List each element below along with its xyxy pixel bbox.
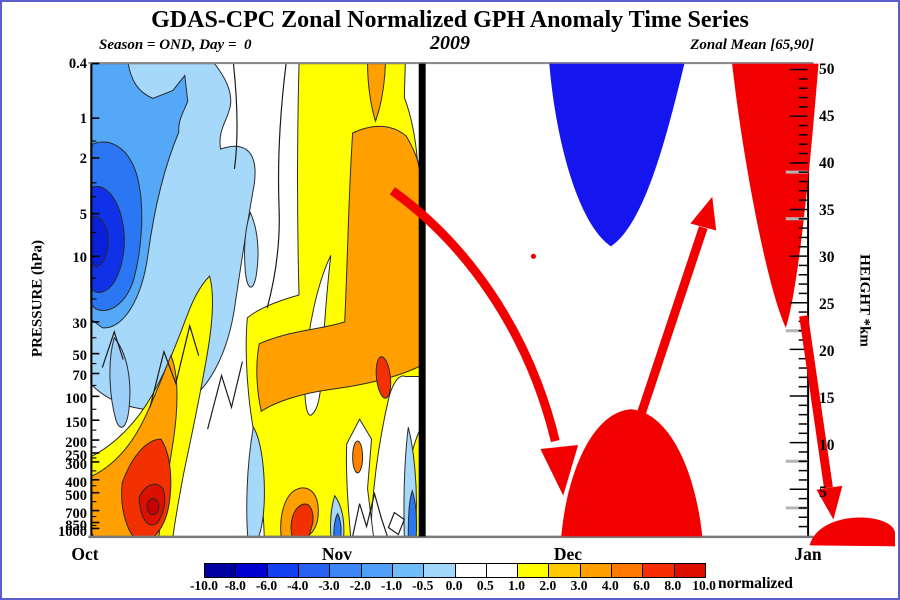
height-tick-label: 5 — [819, 483, 827, 501]
pressure-tick-label: 50 — [72, 348, 88, 364]
colorbar-edge-label: -3.0 — [318, 578, 340, 593]
pressure-tick-label: 70 — [72, 368, 88, 384]
height-tick-label: 50 — [819, 61, 835, 78]
pressure-tick-label: 5 — [79, 207, 87, 223]
annotation-arrows — [389, 187, 843, 520]
colorbar-cell — [297, 564, 330, 577]
colorbar-edge-label: -6.0 — [255, 578, 278, 593]
colorbar-edge-label: 8.0 — [664, 578, 682, 593]
pressure-tick-label: 30 — [72, 316, 88, 332]
colorbar-edge-label: 1.0 — [508, 578, 525, 593]
colorbar-edge-label: -4.0 — [287, 578, 309, 593]
pressure-tick-label: 300 — [65, 457, 87, 473]
anomaly-dot — [530, 253, 537, 259]
height-ticks — [785, 68, 808, 528]
colorbar-edge-label: 0.5 — [476, 578, 494, 593]
pressure-tick-label: 2 — [79, 151, 87, 167]
colorbar-cell — [329, 564, 361, 577]
colorbar-edge-label: 4.0 — [601, 578, 619, 593]
contour-field — [90, 63, 422, 537]
colorbar-edge-label: -2.0 — [349, 578, 371, 593]
downward-curved-arrow — [389, 187, 579, 496]
colorbar-cell — [266, 564, 298, 577]
colorbar-cell — [673, 564, 705, 577]
pressure-tick-label: 250 — [65, 448, 87, 464]
positive-anomaly-wedge — [732, 63, 819, 328]
pressure-tick-label: 1 — [79, 111, 87, 127]
height-tick-label: 15 — [819, 389, 835, 407]
pressure-tick-label: 700 — [65, 506, 87, 522]
upward-arrow — [635, 196, 717, 420]
right-edge-downward-arrow — [799, 315, 843, 520]
colorbar-edge-label: 10.0 — [692, 578, 716, 593]
page-title: GDAS-CPC Zonal Normalized GPH Anomaly Ti… — [151, 7, 749, 33]
colorbar-cell — [360, 564, 392, 577]
forecast-blobs — [530, 63, 896, 547]
height-tick-label: 45 — [819, 107, 835, 125]
day0-line — [418, 63, 426, 537]
colorbar-cell — [517, 564, 549, 577]
pressure-tick-label: 400 — [65, 475, 87, 491]
positive-anomaly-dome — [561, 409, 703, 537]
colorbar-edge-label: -8.0 — [224, 578, 246, 593]
colorbar-cell — [423, 564, 455, 577]
month-label: Nov — [321, 544, 353, 564]
negative-anomaly-blob — [549, 63, 685, 247]
colorbar — [204, 563, 706, 578]
height-tick-label: 10 — [819, 436, 835, 454]
corner-positive-blob — [809, 517, 896, 547]
pressure-tick-label: 850 — [65, 518, 87, 534]
year-label: 2009 — [430, 32, 470, 54]
colorbar-edge-label: 0.0 — [445, 578, 463, 593]
pressure-tick-label: 1000 — [58, 524, 87, 540]
colorbar-cell — [579, 564, 612, 577]
height-axis-title: HEIGHT *km — [856, 254, 873, 347]
zero-contour-lines — [101, 63, 406, 537]
colorbar-edge-label: 6.0 — [633, 578, 650, 593]
colorbar-edge-label: -10.0 — [189, 578, 219, 593]
height-tick-label: 20 — [819, 342, 835, 360]
pressure-tick-label: 200 — [65, 435, 87, 451]
colorbar-cell — [548, 564, 580, 577]
pressure-tick-label: 0.4 — [68, 56, 87, 72]
colorbar-cell — [611, 564, 643, 577]
colorbar-cell — [485, 564, 518, 577]
season-day-label: Season = OND, Day = 0 — [99, 37, 252, 53]
height-tick-label: 40 — [819, 154, 835, 172]
colorbar-cell — [642, 564, 674, 577]
colorbar-cell — [235, 564, 267, 577]
month-label: Dec — [553, 544, 583, 564]
pressure-tick-label: 150 — [65, 415, 87, 431]
height-tick-label: 35 — [819, 201, 835, 219]
colorbar-unit-label: normalized — [718, 575, 793, 592]
colorbar-edge-label: 3.0 — [570, 578, 588, 593]
colorbar-cell — [391, 564, 424, 577]
height-tick-label: 30 — [819, 248, 835, 266]
month-label: Oct — [71, 544, 99, 564]
pressure-tick-label: 100 — [65, 391, 87, 407]
month-label: Jan — [794, 544, 822, 564]
colorbar-cell — [454, 564, 486, 577]
pressure-ticks — [91, 62, 100, 530]
colorbar-edge-label: 2.0 — [539, 578, 557, 593]
pressure-tick-label: 10 — [72, 250, 88, 266]
zonal-mean-label: Zonal Mean [65,90] — [690, 37, 814, 53]
pressure-tick-label: 500 — [65, 488, 87, 504]
height-tick-label: 25 — [819, 295, 835, 313]
colorbar-cell — [205, 564, 236, 577]
colorbar-edge-label: -1.0 — [380, 578, 403, 593]
colorbar-edge-label: -0.5 — [412, 578, 434, 593]
